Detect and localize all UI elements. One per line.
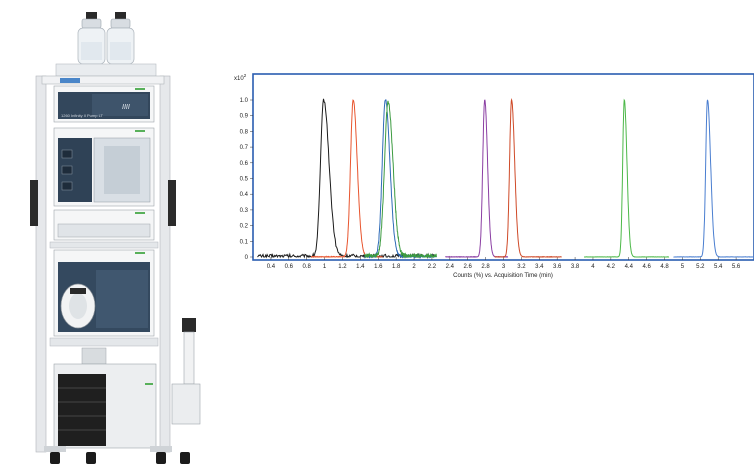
x-tick-label: 4.4 xyxy=(625,264,634,270)
y-tick-label: 1.0 xyxy=(240,98,249,104)
y-tick-label: 0.3 xyxy=(240,208,249,214)
x-tick-label: 4.8 xyxy=(660,264,669,270)
sampler-module xyxy=(53,127,155,207)
chromatogram-trace xyxy=(494,97,562,258)
y-tick-label: 0.9 xyxy=(240,114,249,120)
y-tick-label: 0.6 xyxy=(240,161,249,167)
x-axis-title: Counts (%) vs. Acquisition Time (min) xyxy=(453,273,553,279)
x-tick-label: 2.6 xyxy=(464,264,473,270)
x-tick-label: 1 xyxy=(323,264,327,270)
x-tick-label: 3.8 xyxy=(571,264,580,270)
x-tick-label: 5.2 xyxy=(696,264,705,270)
solvent-tray xyxy=(55,63,157,77)
plot-frame xyxy=(252,73,754,261)
detector-module xyxy=(53,249,155,337)
x-tick-label: 1.4 xyxy=(356,264,365,270)
y-tick-label: 0 xyxy=(245,255,249,261)
x-tick-label: 0.6 xyxy=(285,264,294,270)
x-tick-label: 5.4 xyxy=(714,264,723,270)
x-tick-label: 4 xyxy=(591,264,595,270)
x-tick-label: 0.8 xyxy=(303,264,312,270)
svg-text:IIII: IIII xyxy=(122,104,130,111)
chromatogram-trace xyxy=(364,100,437,259)
base-unit xyxy=(53,347,157,449)
x-tick-label: 3.4 xyxy=(535,264,544,270)
chromatogram-trace xyxy=(673,99,754,258)
y-tick-label: 0.8 xyxy=(240,129,249,135)
x-tick-label: 5.6 xyxy=(732,264,741,270)
y-tick-label: 0.4 xyxy=(240,192,249,198)
column-module xyxy=(53,209,155,241)
pump-module: 1260 Infinity II Pump LT IIII xyxy=(53,85,155,123)
x-tick-label: 1.6 xyxy=(374,264,383,270)
rack-frame xyxy=(30,75,176,453)
wheels xyxy=(44,446,190,464)
x-tick-label: 2 xyxy=(412,264,416,270)
x-tick-label: 1.2 xyxy=(338,264,347,270)
y-tick-label: 0.5 xyxy=(240,177,249,183)
chromatogram-trace xyxy=(364,99,437,259)
x-tick-label: 3.2 xyxy=(517,264,526,270)
chromatogram-trace xyxy=(445,99,509,258)
module-label: 1260 Infinity II Pump LT xyxy=(61,113,104,118)
y-tick-label: 0.7 xyxy=(240,145,249,151)
x-tick-label: 3.6 xyxy=(553,264,562,270)
x-tick-label: 4.6 xyxy=(642,264,651,270)
chromatogram-chart: x102 0 0.1 0.2 0.3 0.4 0.5 0.6 0.7 0.8 0.9 1.0 0.4… xyxy=(234,73,754,279)
x-tick-label: 0.4 xyxy=(267,264,276,270)
x-tick-label: 1.8 xyxy=(392,264,401,270)
y-tick-label: 0.2 xyxy=(240,224,249,230)
waste-container xyxy=(171,318,201,425)
x-tick-label: 3 xyxy=(502,264,506,270)
y-tick-label: 0.1 xyxy=(240,239,249,245)
x-tick-label: 2.4 xyxy=(446,264,455,270)
chromatogram-trace xyxy=(584,98,670,258)
solvent-bottles xyxy=(77,12,135,65)
x-tick-label: 2.2 xyxy=(428,264,437,270)
x-axis: 0.4 0.6 0.8 1 1.2 1.4 1.6 1.8 2 2.2 2.4 2.6 2.8 3 3.2 3… xyxy=(267,257,741,270)
x-tick-label: 2.8 xyxy=(481,264,490,270)
x-tick-label: 5 xyxy=(681,264,685,270)
x-tick-label: 4.2 xyxy=(607,264,616,270)
series-group xyxy=(257,97,754,259)
y-axis: 0 0.1 0.2 0.3 0.4 0.5 0.6 0.7 0.8 0.9 1.0 xyxy=(240,98,253,261)
lc-instrument-illustration: 1260 Infinity II Pump LT IIII xyxy=(30,12,201,464)
y-multiplier-label: x102 xyxy=(234,73,247,82)
chromatogram-trace xyxy=(257,98,437,259)
